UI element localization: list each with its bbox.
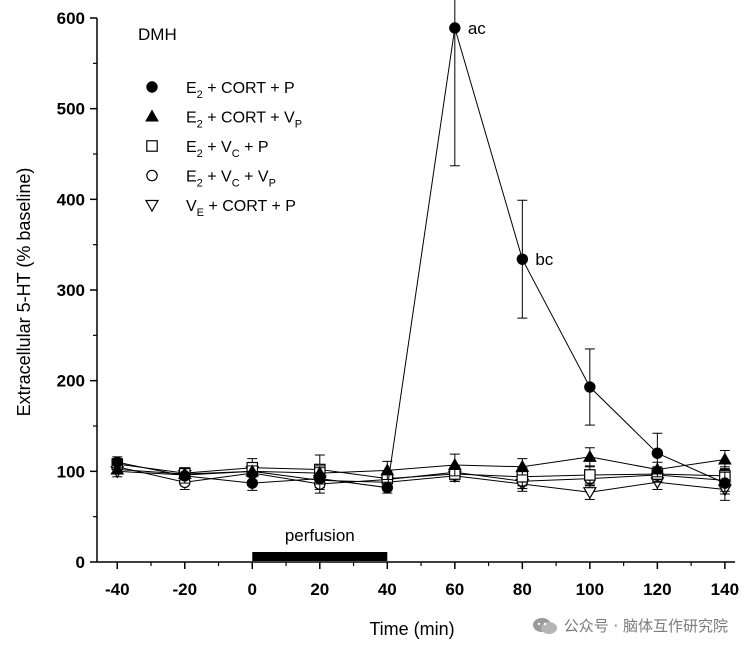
- legend: E2​ + CORT + P E2​ + CORT + VP​ E2​ + VC​ …: [144, 80, 302, 219]
- y-tick-label: 200: [57, 372, 85, 391]
- axes: 0 100 200 300 400 500 600 -40 -20 0 20 40 60 80 100 120…: [57, 9, 739, 599]
- data-point: [246, 477, 258, 489]
- x-tick-label: 100: [576, 580, 604, 599]
- legend-entry: E2​ + CORT + P: [146, 80, 295, 101]
- y-tick-label: 600: [57, 9, 85, 28]
- y-tick-label: 0: [76, 553, 85, 572]
- x-tick-label: -20: [172, 580, 197, 599]
- point-label: bc: [535, 250, 553, 269]
- x-tick-label: -40: [105, 580, 130, 599]
- legend-label: VE​ + CORT + P: [186, 198, 296, 219]
- series-open-square: [111, 454, 731, 487]
- series-line: [117, 27, 726, 489]
- watermark: 公众号 · 脑体互作研究院: [532, 615, 728, 636]
- data-point: [516, 253, 529, 265]
- legend-marker: [146, 81, 158, 93]
- legend-marker: [145, 109, 159, 122]
- x-tick-label: 80: [513, 580, 532, 599]
- data-point: [584, 469, 596, 481]
- legend-entry: E2​ + VC​ + P: [146, 139, 269, 160]
- data-point: [515, 459, 530, 472]
- series-line: [117, 463, 725, 480]
- data-point: [651, 447, 664, 459]
- data-point: [449, 22, 461, 34]
- y-tick-label: 400: [57, 190, 85, 209]
- legend-label: E2​ + VC​ + VP​: [186, 169, 276, 190]
- data-point: [584, 381, 596, 393]
- data-point: [719, 477, 731, 489]
- data-point: [314, 472, 326, 485]
- x-tick-label: 120: [643, 580, 671, 599]
- x-tick-label: 140: [711, 580, 739, 599]
- legend-label: E2​ + CORT + VP​: [186, 110, 302, 131]
- data-point: [179, 470, 191, 482]
- legend-label: E2​ + CORT + P: [186, 80, 295, 101]
- x-tick-label: 20: [310, 580, 329, 599]
- series-line: [117, 466, 725, 485]
- legend-entry: VE​ + CORT + P: [144, 198, 296, 219]
- perfusion-label: perfusion: [285, 526, 355, 545]
- series-filled-circle: ac bc: [111, 0, 731, 495]
- x-axis-title: Time (min): [369, 619, 454, 639]
- legend-label: E2​ + VC​ + P: [186, 139, 269, 160]
- data-point: [582, 487, 597, 500]
- y-axis-title: Extracellular 5-HT (% baseline): [14, 168, 34, 417]
- x-tick-label: 0: [248, 580, 257, 599]
- series-group: ac bc: [110, 0, 732, 501]
- data-point: [582, 449, 597, 462]
- data-point: [110, 462, 125, 475]
- y-tick-label: 500: [57, 100, 85, 119]
- series-open-triangle-down: [110, 465, 732, 501]
- x-tick-label: 60: [445, 580, 464, 599]
- data-point: [718, 452, 732, 465]
- watermark-text: 公众号 · 脑体互作研究院: [563, 617, 728, 635]
- y-tick-label: 100: [57, 462, 85, 481]
- data-point: [111, 456, 123, 468]
- legend-marker: [146, 169, 158, 182]
- data-point: [447, 457, 462, 470]
- y-tick-label: 300: [57, 281, 85, 300]
- wechat-icon: [532, 617, 557, 634]
- point-label: ac: [468, 19, 486, 38]
- legend-marker: [144, 199, 160, 213]
- panel-label: DMH: [138, 25, 177, 44]
- perfusion-bar: [252, 552, 388, 561]
- legend-entry: E2​ + CORT + VP​: [145, 109, 302, 131]
- series-line: [117, 456, 725, 475]
- data-point: [381, 481, 394, 494]
- x-tick-label: 40: [378, 580, 397, 599]
- perfusion-bar-group: perfusion: [252, 526, 388, 561]
- legend-entry: E2​ + VC​ + VP​: [146, 169, 276, 190]
- legend-marker: [146, 140, 158, 152]
